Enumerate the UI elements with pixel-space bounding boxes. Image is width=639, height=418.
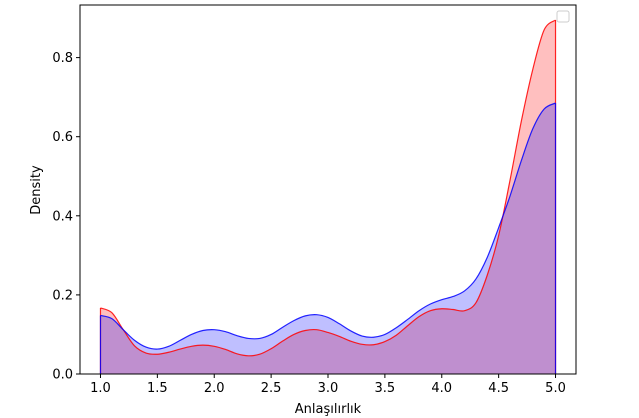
y-tick: 0.6 (52, 130, 80, 145)
y-tick: 0.4 (52, 209, 80, 224)
x-tick-label: 1.0 (90, 381, 111, 396)
y-tick-label: 0.8 (52, 51, 73, 66)
y-tick-label: 0.4 (52, 209, 73, 224)
x-tick-label: 3.5 (375, 381, 396, 396)
legend-box (556, 10, 570, 23)
density-line-1 (100, 19, 556, 357)
x-axis-label: Anlaşılırlık (295, 402, 362, 417)
x-tick: 5.0 (545, 374, 566, 396)
x-tick: 4.5 (488, 374, 509, 396)
x-tick-label: 1.5 (147, 381, 168, 396)
y-axis-label: Density (29, 165, 44, 215)
y-tick: 0.2 (52, 288, 80, 303)
x-tick-label: 4.0 (431, 381, 452, 396)
x-tick-label: 3.0 (318, 381, 339, 396)
x-tick: 2.5 (261, 374, 282, 396)
x-tick: 1.5 (147, 374, 168, 396)
x-axis: 1.0 1.5 2.0 2.5 3.0 3.5 4.0 4.5 5.0 (90, 374, 566, 396)
series-layer (99, 19, 557, 375)
x-tick: 4.0 (431, 374, 452, 396)
x-tick-label: 2.0 (204, 381, 225, 396)
x-tick-label: 5.0 (545, 381, 566, 396)
y-tick-label: 0.2 (52, 288, 73, 303)
y-tick-label: 0.6 (52, 130, 73, 145)
y-tick: 0.8 (52, 51, 80, 66)
x-tick: 1.0 (90, 374, 111, 396)
density-area-2 (100, 103, 556, 374)
x-tick: 2.0 (204, 374, 225, 396)
density-line-2 (100, 102, 556, 350)
x-tick-label: 2.5 (261, 381, 282, 396)
y-tick: 0.0 (52, 368, 80, 383)
x-tick: 3.5 (375, 374, 396, 396)
density-area-1 (100, 20, 556, 375)
x-tick: 3.0 (318, 374, 339, 396)
x-tick-label: 4.5 (488, 381, 509, 396)
y-tick-label: 0.0 (52, 368, 73, 383)
y-axis: 0.0 0.2 0.4 0.6 0.8 (52, 51, 80, 383)
